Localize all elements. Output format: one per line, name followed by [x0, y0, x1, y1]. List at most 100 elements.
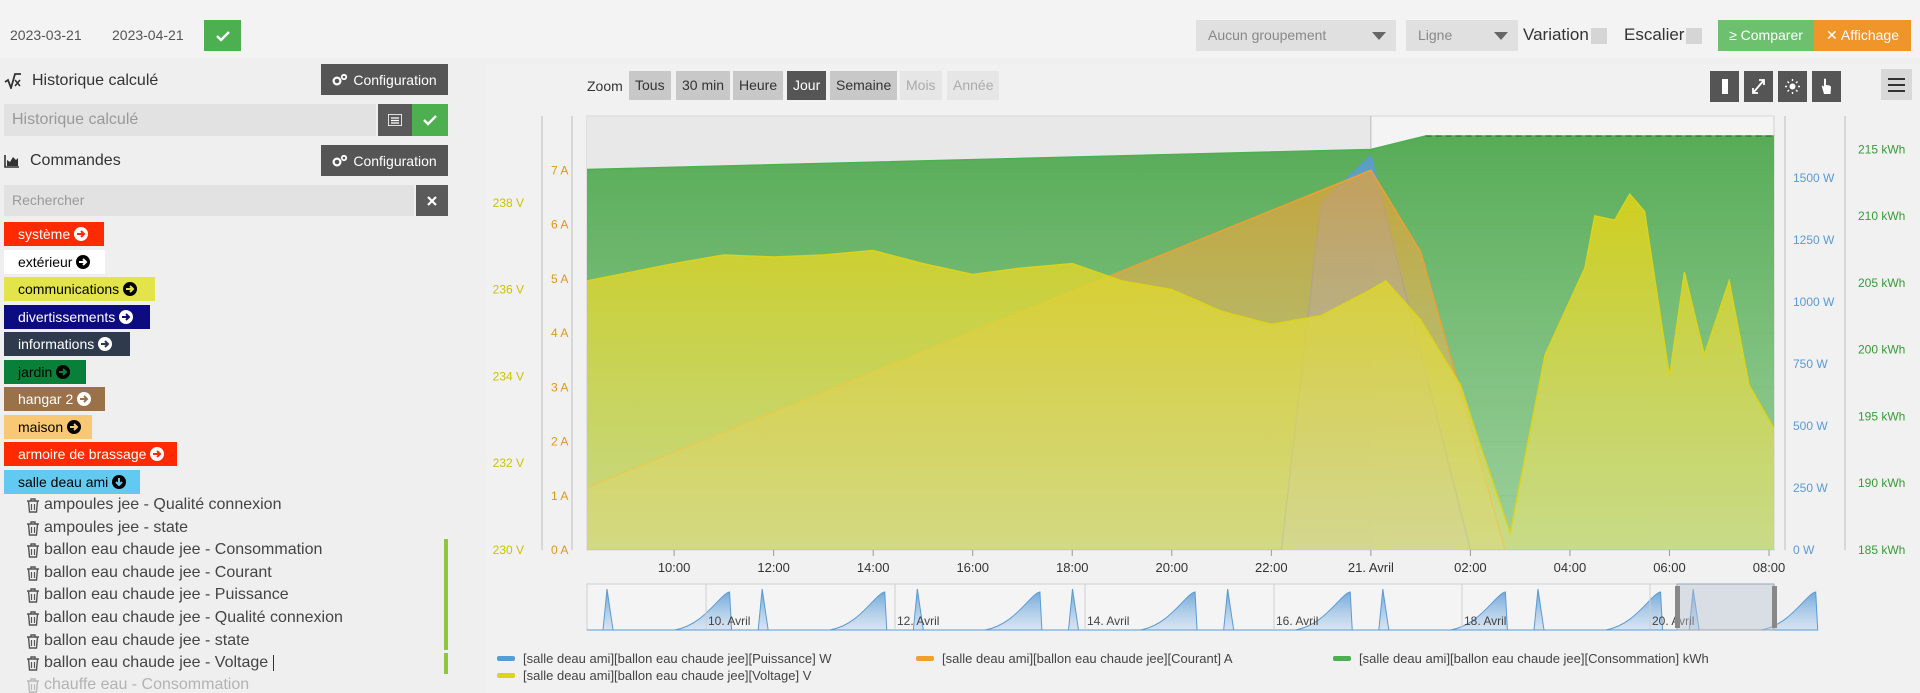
category-tag[interactable]: armoire de brassage — [4, 442, 177, 466]
trash-icon[interactable] — [26, 655, 40, 671]
zoom-button[interactable]: Semaine — [830, 71, 898, 100]
command-item[interactable]: ballon eau chaude jee - Consommation — [26, 541, 322, 559]
command-item[interactable]: ampoules jee - Qualité connexion — [26, 496, 281, 514]
history-input-placeholder: Historique calculé — [12, 111, 139, 128]
escalier-checkbox[interactable] — [1686, 28, 1702, 44]
legend-label: [salle deau ami][ballon eau chaude jee][… — [523, 668, 812, 683]
command-item-label: ballon eau chaude jee - Consommation — [44, 541, 323, 558]
check-icon — [423, 115, 437, 126]
history-title-text: Historique calculé — [32, 72, 159, 89]
category-tag-label: informations — [18, 336, 95, 352]
category-tag[interactable]: maison — [4, 415, 92, 439]
command-item-label: ampoules jee - state — [44, 519, 189, 536]
category-tag[interactable]: hangar 2 — [4, 387, 105, 411]
circle-arrow-right-icon — [76, 255, 91, 269]
history-validate-button[interactable] — [412, 104, 448, 136]
command-item-label: ballon eau chaude jee - Puissance — [44, 586, 289, 603]
check-icon — [215, 30, 230, 42]
trash-icon[interactable] — [26, 633, 40, 649]
category-tag[interactable]: salle deau ami — [4, 470, 140, 494]
commands-configuration-button[interactable]: Configuration — [321, 145, 448, 176]
history-section-title: Historique calculé — [4, 72, 158, 90]
zoom-button[interactable]: 30 min — [676, 71, 731, 100]
trash-icon[interactable] — [26, 542, 40, 558]
command-item-label: ballon eau chaude jee - Voltage — [44, 654, 269, 671]
category-tag-label: armoire de brassage — [18, 446, 147, 462]
legend-item[interactable]: [salle deau ami][ballon eau chaude jee][… — [497, 651, 832, 666]
trash-icon[interactable] — [26, 565, 40, 581]
command-item[interactable]: ampoules jee - state — [26, 519, 188, 537]
category-tag[interactable]: informations — [4, 332, 130, 356]
left-panel: Historique calculé Configuration Histori… — [0, 58, 480, 693]
history-list-button[interactable] — [378, 104, 412, 136]
expand-tool-button[interactable] — [1744, 71, 1773, 102]
command-item[interactable]: ballon eau chaude jee - Courant — [26, 564, 272, 582]
zoom-button[interactable]: Heure — [733, 71, 784, 100]
clear-search-button[interactable] — [416, 185, 448, 216]
display-button[interactable]: ✕ Affichage — [1814, 20, 1911, 51]
category-tag-label: maison — [18, 419, 64, 435]
legend-swatch — [497, 656, 515, 661]
command-item[interactable]: ballon eau chaude jee - Voltage — [26, 654, 275, 672]
trash-icon[interactable] — [26, 677, 40, 693]
zoom-button[interactable]: Jour — [787, 71, 827, 100]
category-tag[interactable]: extérieur — [4, 250, 105, 274]
zoom-label: Zoom — [587, 78, 623, 94]
commands-configuration-label: Configuration — [353, 152, 437, 169]
chart-panel — [486, 64, 1920, 693]
trash-icon[interactable] — [26, 587, 40, 603]
trash-icon[interactable] — [26, 610, 40, 626]
close-icon — [427, 195, 437, 206]
hand-pointer-icon — [1821, 78, 1831, 94]
compare-button[interactable]: ≥ Comparer — [1718, 20, 1814, 51]
sun-tool-button[interactable] — [1778, 71, 1807, 102]
text-cursor — [273, 655, 275, 671]
command-search-placeholder: Rechercher — [12, 192, 85, 208]
column-tool-button[interactable] — [1710, 71, 1739, 102]
chart-type-select[interactable]: Ligne — [1406, 20, 1518, 51]
hand-pointer-tool-button[interactable] — [1812, 71, 1841, 102]
trash-icon[interactable] — [26, 520, 40, 536]
category-tag-label: extérieur — [18, 254, 73, 270]
command-item[interactable]: ballon eau chaude jee - state — [26, 632, 249, 650]
history-input[interactable]: Historique calculé — [4, 104, 376, 136]
date-end-input[interactable]: 2023-04-21 — [104, 20, 192, 50]
chevron-down-icon — [1372, 32, 1386, 40]
command-item[interactable]: ballon eau chaude jee - Puissance — [26, 586, 289, 604]
zoom-button[interactable]: Tous — [629, 71, 671, 100]
sun-icon — [1785, 79, 1800, 94]
selected-indicator — [444, 653, 448, 674]
expand-icon — [1752, 79, 1765, 94]
chart-type-select-value: Ligne — [1418, 27, 1453, 43]
category-tag[interactable]: divertissements — [4, 305, 150, 329]
command-item[interactable]: chauffe eau - Consommation — [26, 676, 249, 693]
command-item[interactable]: ballon eau chaude jee - Qualité connexio… — [26, 609, 343, 627]
command-item-label: ballon eau chaude jee - state — [44, 632, 250, 649]
grouping-select[interactable]: Aucun groupement — [1196, 20, 1396, 51]
category-tag-label: jardin — [18, 364, 53, 380]
hamburger-icon — [1888, 84, 1905, 86]
commands-title-text: Commandes — [30, 152, 121, 169]
command-search-input[interactable]: Rechercher — [4, 185, 414, 216]
variation-label: Variation — [1523, 25, 1589, 44]
command-item-label: ballon eau chaude jee - Courant — [44, 564, 272, 581]
category-tag-label: hangar 2 — [18, 391, 74, 407]
legend-item[interactable]: [salle deau ami][ballon eau chaude jee][… — [1333, 651, 1709, 666]
variation-checkbox[interactable] — [1591, 28, 1607, 44]
history-configuration-button[interactable]: Configuration — [321, 64, 448, 95]
legend-swatch — [1333, 656, 1351, 661]
trash-icon[interactable] — [26, 497, 40, 513]
legend-item[interactable]: [salle deau ami][ballon eau chaude jee][… — [497, 668, 811, 683]
command-item-label: ampoules jee - Qualité connexion — [44, 496, 282, 513]
chart-menu-button[interactable] — [1881, 69, 1912, 100]
legend-swatch — [497, 673, 515, 678]
category-tag-label: salle deau ami — [18, 474, 109, 490]
date-start-input[interactable]: 2023-03-21 — [2, 20, 90, 50]
category-tag[interactable]: système — [4, 222, 104, 246]
category-tag[interactable]: communications — [4, 277, 155, 301]
category-tag[interactable]: jardin — [4, 360, 86, 384]
validate-dates-button[interactable] — [204, 20, 241, 51]
category-tag-label: communications — [18, 281, 120, 297]
circle-arrow-right-icon — [150, 447, 165, 461]
legend-item[interactable]: [salle deau ami][ballon eau chaude jee][… — [916, 651, 1233, 666]
